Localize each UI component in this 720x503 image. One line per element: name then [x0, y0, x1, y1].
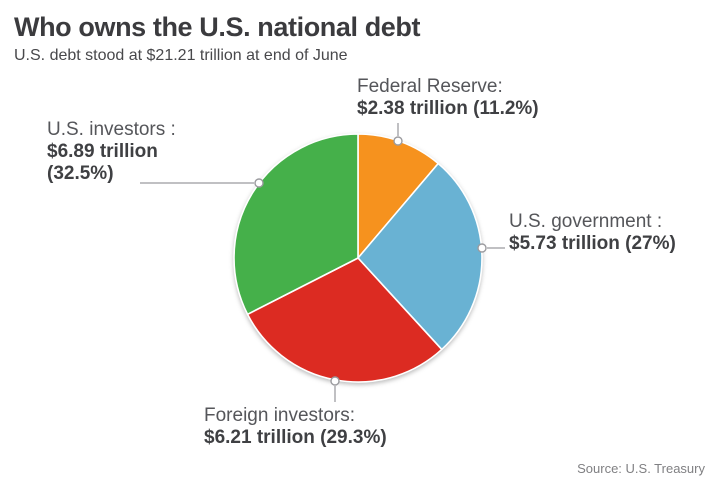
callout-us-government-label: U.S. government :	[509, 211, 663, 232]
page-title: Who owns the U.S. national debt	[14, 12, 421, 42]
page-subtitle: U.S. debt stood at $21.21 trillion at en…	[14, 47, 348, 64]
pie-slice-u-s-investors	[233, 133, 359, 316]
callout-federal-reserve: Federal Reserve: $2.38 trillion (11.2%)	[357, 76, 539, 120]
header: Who owns the U.S. national debt U.S. deb…	[14, 12, 420, 65]
connector-dot-us-government	[477, 243, 487, 253]
connector-dot-foreign-investors	[330, 376, 340, 386]
callout-foreign-investors-value: $6.21 trillion (29.3%)	[204, 427, 387, 448]
callout-federal-reserve-value: $2.38 trillion (11.2%)	[357, 98, 539, 119]
callout-us-government: U.S. government : $5.73 trillion (27%)	[509, 211, 676, 255]
callout-foreign-investors-label: Foreign investors:	[204, 405, 356, 426]
callout-foreign-investors: Foreign investors: $6.21 trillion (29.3%…	[204, 405, 387, 449]
connector-dot-us-investors	[254, 178, 264, 188]
callout-federal-reserve-label: Federal Reserve:	[357, 76, 503, 97]
connector-dot-federal-reserve	[393, 136, 403, 146]
callout-us-investors: U.S. investors : $6.89 trillion (32.5%)	[47, 119, 176, 185]
callout-us-investors-percent: (32.5%)	[47, 163, 114, 184]
pie-slice-u-s-government	[357, 162, 483, 351]
pie-slices	[233, 133, 483, 383]
callout-us-investors-label: U.S. investors :	[47, 119, 176, 140]
source-credit: Source: U.S. Treasury	[577, 461, 705, 476]
callout-us-government-value: $5.73 trillion (27%)	[509, 233, 676, 254]
callout-us-investors-value: $6.89 trillion	[47, 141, 158, 162]
